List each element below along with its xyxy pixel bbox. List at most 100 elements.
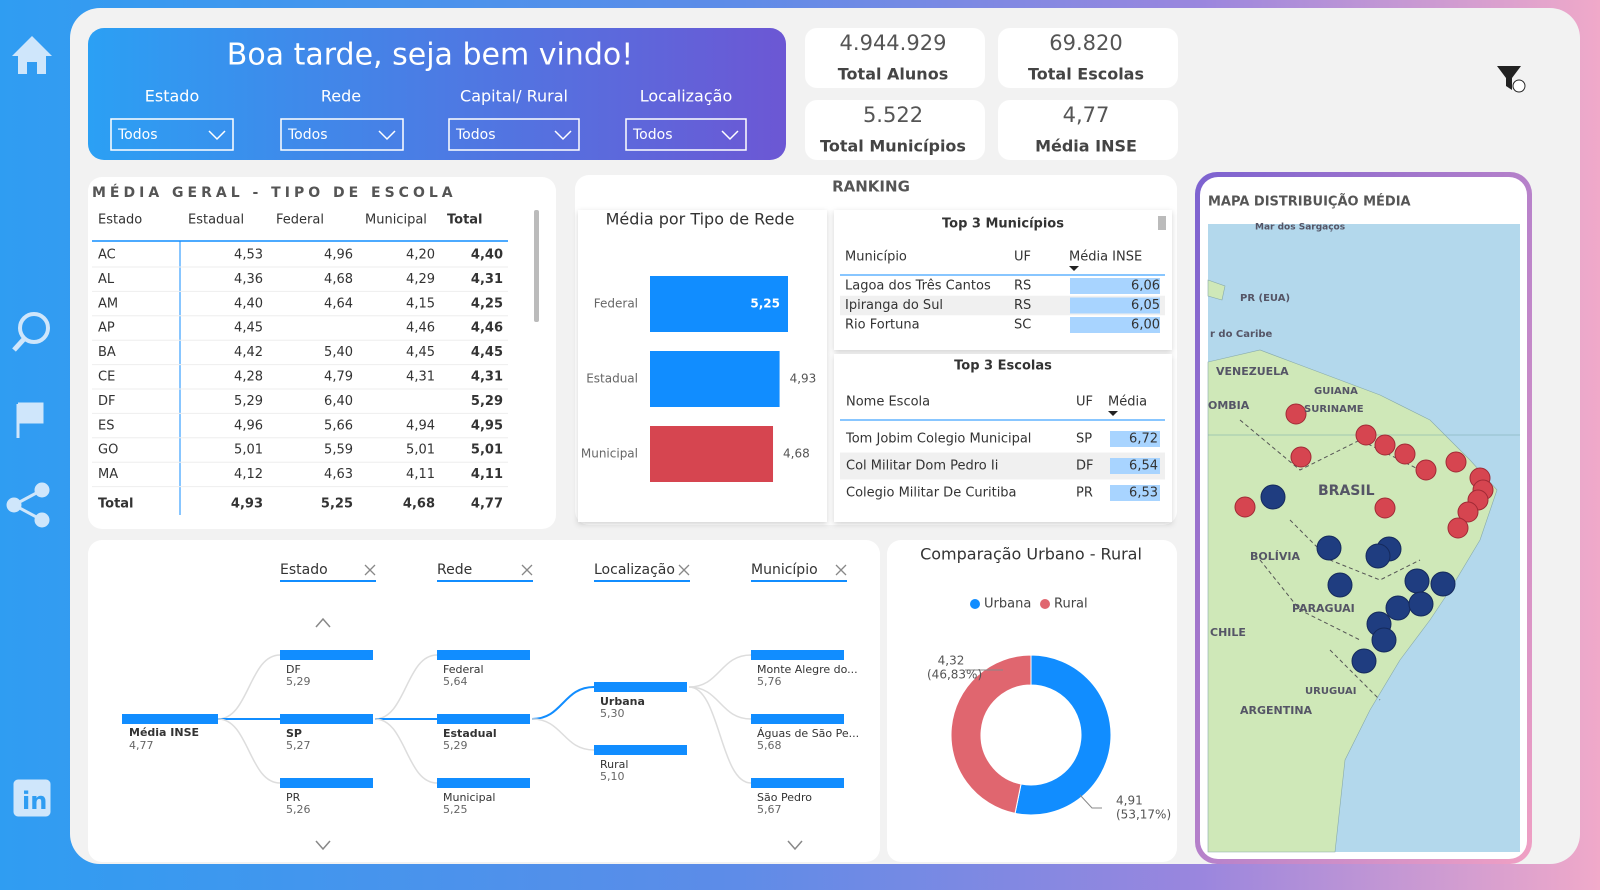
filter-dropdown[interactable]: [625, 118, 747, 151]
map-point: [1290, 446, 1312, 468]
filter-value: Todos: [455, 127, 495, 143]
table-cell: 4,15: [406, 296, 435, 311]
clear-filter-icon[interactable]: [1512, 79, 1526, 93]
node-label: SP: [286, 727, 302, 740]
table-cell: Tom Jobim Colegio Municipal: [845, 432, 1031, 447]
node-value: 4,77: [129, 739, 154, 752]
column-header: Média: [1108, 395, 1147, 410]
data-label: (46,83%): [927, 668, 982, 682]
data-label: 5,25: [750, 297, 780, 311]
node-label: PR: [286, 791, 301, 804]
remove-level[interactable]: [521, 564, 533, 576]
tree-bar[interactable]: [751, 650, 844, 660]
table-cell: 5,01: [234, 443, 263, 458]
legend-label: Rural: [1054, 597, 1088, 612]
map-point: [1415, 459, 1437, 481]
table-cell: 4,12: [234, 467, 263, 482]
map-point: [1234, 496, 1256, 518]
level-header: Rede: [437, 562, 472, 578]
node-value: 5,64: [443, 675, 468, 688]
tree-bar[interactable]: [280, 778, 373, 788]
kpi-value: 5.522: [863, 103, 923, 127]
kpi-label: Total Municípios: [820, 137, 966, 156]
table-cell: 4,42: [234, 345, 263, 360]
kpi-card: [998, 100, 1178, 160]
filter-dropdown[interactable]: [448, 118, 580, 151]
analytics-icon[interactable]: [18, 312, 50, 344]
column-header: Município: [845, 250, 907, 265]
data-bar: [1110, 458, 1160, 474]
table-cell: 4,64: [324, 296, 353, 311]
tree-bar[interactable]: [280, 650, 373, 660]
scroll-down[interactable]: [315, 840, 331, 851]
remove-level[interactable]: [835, 564, 847, 576]
data-bar: [1070, 297, 1160, 314]
table-title: MÉDIA GERAL - TIPO DE ESCOLA: [92, 184, 457, 201]
filter-label: Rede: [321, 87, 361, 106]
table-cell: 4,28: [234, 370, 263, 385]
remove-level[interactable]: [678, 564, 690, 576]
chart-title: Média por Tipo de Rede: [606, 210, 795, 229]
table-cell: BA: [98, 345, 116, 360]
node-value: 5,29: [286, 675, 311, 688]
scrollbar[interactable]: [534, 210, 539, 322]
kpi-label: Média INSE: [1035, 137, 1137, 156]
table-cell: 6,40: [324, 394, 353, 409]
map-point: [1404, 568, 1430, 594]
table-cell: AL: [98, 272, 115, 287]
tree-bar[interactable]: [280, 714, 373, 724]
tree-bar[interactable]: [594, 682, 687, 692]
bar: [650, 351, 780, 407]
data-bar: [1070, 317, 1160, 333]
tree-bar[interactable]: [437, 650, 530, 660]
column-header: Federal: [276, 213, 324, 228]
tree-bar[interactable]: [437, 778, 530, 788]
tree-bar[interactable]: [437, 714, 530, 724]
node-label: DF: [286, 663, 301, 676]
table-cell: Rio Fortuna: [845, 318, 920, 333]
tree-link: [374, 654, 438, 720]
donut-slice: [950, 654, 1032, 814]
map-label: OMBIA: [1208, 399, 1250, 412]
node-label: Monte Alegre do...: [757, 663, 858, 676]
table-cell: 5,59: [324, 443, 353, 458]
kpi-value: 4.944.929: [840, 31, 947, 55]
linkedin-icon[interactable]: [13, 779, 51, 817]
node-value: 5,67: [757, 803, 782, 816]
table-cell: 4,45: [234, 321, 263, 336]
map-label: PARAGUAI: [1292, 602, 1355, 615]
scrollbar[interactable]: [1158, 216, 1166, 230]
tree-link: [217, 718, 281, 784]
category-label: Estadual: [586, 372, 638, 386]
table-cell: 6,53: [1129, 486, 1158, 501]
map-point: [1430, 571, 1456, 597]
remove-level[interactable]: [364, 564, 376, 576]
flag-icon[interactable]: [16, 402, 44, 438]
scroll-up[interactable]: [315, 617, 331, 628]
filter-icon[interactable]: [1497, 66, 1521, 90]
column-header: Nome Escola: [846, 395, 930, 410]
tree-link: [688, 654, 752, 688]
map-point: [1351, 648, 1377, 674]
data-bar: [1110, 485, 1160, 501]
tree-link: [217, 654, 281, 720]
map-point: [1445, 451, 1467, 473]
scroll-down[interactable]: [787, 840, 803, 851]
category-label: Federal: [594, 297, 638, 311]
kpi-value: 4,77: [1063, 103, 1110, 127]
tree-bar[interactable]: [751, 778, 844, 788]
kpi-card: [805, 100, 985, 160]
tree-bar[interactable]: [751, 714, 844, 724]
table-cell: DF: [98, 394, 116, 409]
map-point: [1371, 627, 1397, 653]
map-points: [1234, 403, 1494, 674]
table-cell: 4,31: [471, 370, 503, 385]
category-label: Municipal: [581, 447, 638, 461]
tree-bar[interactable]: [594, 745, 687, 755]
column-header: Média INSE: [1069, 250, 1142, 265]
filter-dropdown[interactable]: [280, 118, 404, 151]
filter-dropdown[interactable]: [110, 118, 234, 151]
table-cell: 4,25: [471, 296, 503, 311]
table-cell: 4,93: [231, 497, 263, 512]
home-icon[interactable]: [12, 36, 52, 74]
